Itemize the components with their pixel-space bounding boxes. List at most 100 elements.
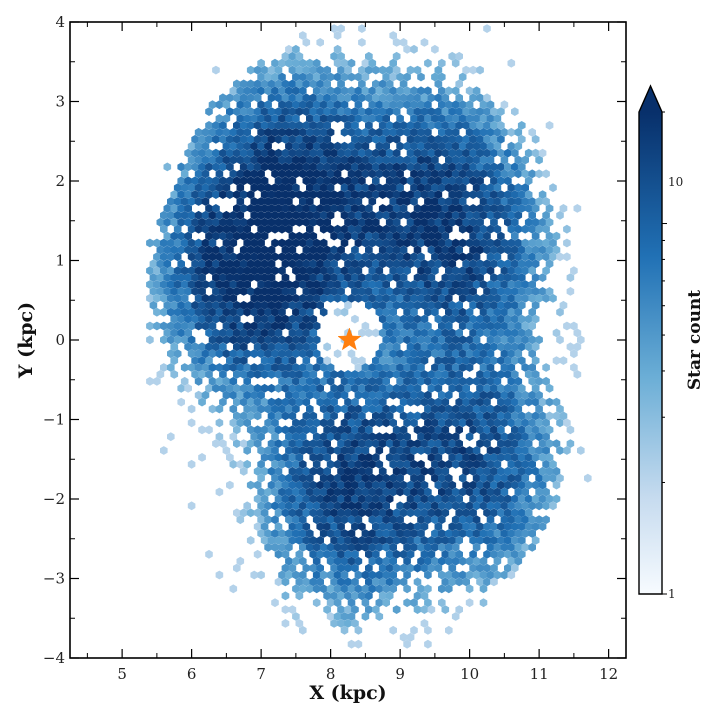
hex-bin (194, 363, 203, 372)
hex-bin (483, 314, 491, 324)
hex-bin (424, 197, 432, 206)
hex-bin (198, 273, 206, 282)
hex-bin (368, 183, 377, 193)
hex-bin (483, 577, 491, 587)
hex-bin (490, 508, 498, 518)
hex-bin (431, 252, 439, 262)
x-tick-label: 6 (187, 665, 197, 683)
hex-bin (403, 252, 411, 262)
hex-bin (514, 307, 523, 317)
hex-bin (406, 148, 415, 158)
hex-bin (267, 536, 276, 545)
hex-bin (326, 72, 335, 82)
hex-bin (194, 210, 203, 220)
hex-bin (271, 473, 279, 483)
hex-bin (458, 307, 467, 317)
hex-bin (288, 245, 297, 255)
hex-bin (358, 107, 366, 116)
hex-bin (514, 542, 523, 552)
hex-bin (229, 321, 238, 331)
hex-bin (368, 280, 377, 289)
hex-bin (299, 266, 307, 276)
hex-bin (299, 86, 307, 96)
hex-bin (285, 556, 293, 566)
hex-bin (556, 210, 564, 220)
hex-bin (285, 501, 293, 511)
hex-bin (358, 425, 366, 435)
hex-bin (448, 356, 457, 365)
hex-bin (160, 224, 168, 234)
hex-bin (504, 245, 512, 255)
hex-bin (333, 44, 342, 54)
hex-bin (271, 321, 279, 331)
hex-bin (497, 287, 505, 296)
hex-bin (469, 121, 477, 130)
hex-bin (372, 453, 380, 462)
hex-bin (368, 390, 377, 400)
hex-bin (344, 591, 352, 601)
hex-bin (445, 114, 453, 123)
hex-bin (337, 480, 345, 490)
hex-bin (514, 183, 523, 193)
hex-bin (490, 563, 498, 573)
hex-bin (278, 376, 286, 386)
hex-bin (274, 121, 283, 130)
hex-bin (226, 107, 234, 116)
hex-bin (403, 570, 411, 580)
hex-bin (319, 238, 328, 248)
hex-bin (278, 529, 286, 538)
hex-bin (528, 446, 536, 455)
hex-bin (330, 425, 338, 435)
hex-bin (239, 245, 248, 255)
hex-bin (236, 183, 245, 193)
hex-bin (239, 134, 248, 144)
hex-bin (389, 363, 397, 372)
hex-bin (170, 204, 179, 213)
hex-bin (504, 300, 512, 310)
hex-bin (476, 121, 484, 130)
hex-bin (455, 314, 463, 324)
hex-bin (493, 252, 502, 262)
hex-bin (323, 370, 331, 379)
hex-bin (267, 273, 276, 282)
hex-bin (326, 100, 335, 110)
hex-bin (493, 404, 502, 414)
hex-bin (500, 501, 509, 511)
hex-bin (361, 473, 370, 483)
hex-bin (354, 169, 363, 179)
hex-bin (264, 114, 272, 123)
hex-bin (375, 542, 384, 552)
hex-bin (288, 411, 297, 421)
hex-bin (486, 293, 495, 303)
hex-bin (226, 383, 234, 393)
hex-bin (278, 570, 286, 580)
hex-bin (201, 349, 210, 359)
hex-bin (521, 529, 529, 538)
hex-bin (410, 238, 418, 248)
hex-bin (465, 418, 474, 428)
hex-bin (351, 453, 359, 462)
hex-bin (406, 439, 415, 448)
hex-bin (431, 141, 439, 151)
hex-bin (528, 321, 536, 331)
hex-bin (479, 473, 488, 483)
hex-bin (191, 259, 199, 269)
hex-bin (406, 411, 415, 421)
hex-bin (479, 418, 488, 428)
hex-bin (333, 155, 342, 165)
hex-bin (278, 86, 286, 96)
hex-bin (403, 349, 411, 359)
hex-bin (524, 411, 533, 421)
hex-bin (413, 314, 422, 324)
hex-bin (448, 536, 457, 545)
hex-bin (365, 563, 373, 573)
hex-bin (458, 459, 467, 469)
hex-bin (149, 300, 158, 310)
hex-bin (528, 224, 536, 234)
hex-bin (309, 563, 318, 573)
hex-bin (212, 314, 220, 324)
hex-bin (535, 390, 543, 400)
hex-bin (326, 293, 335, 303)
hex-bin (535, 418, 543, 428)
hex-bin (507, 542, 516, 552)
